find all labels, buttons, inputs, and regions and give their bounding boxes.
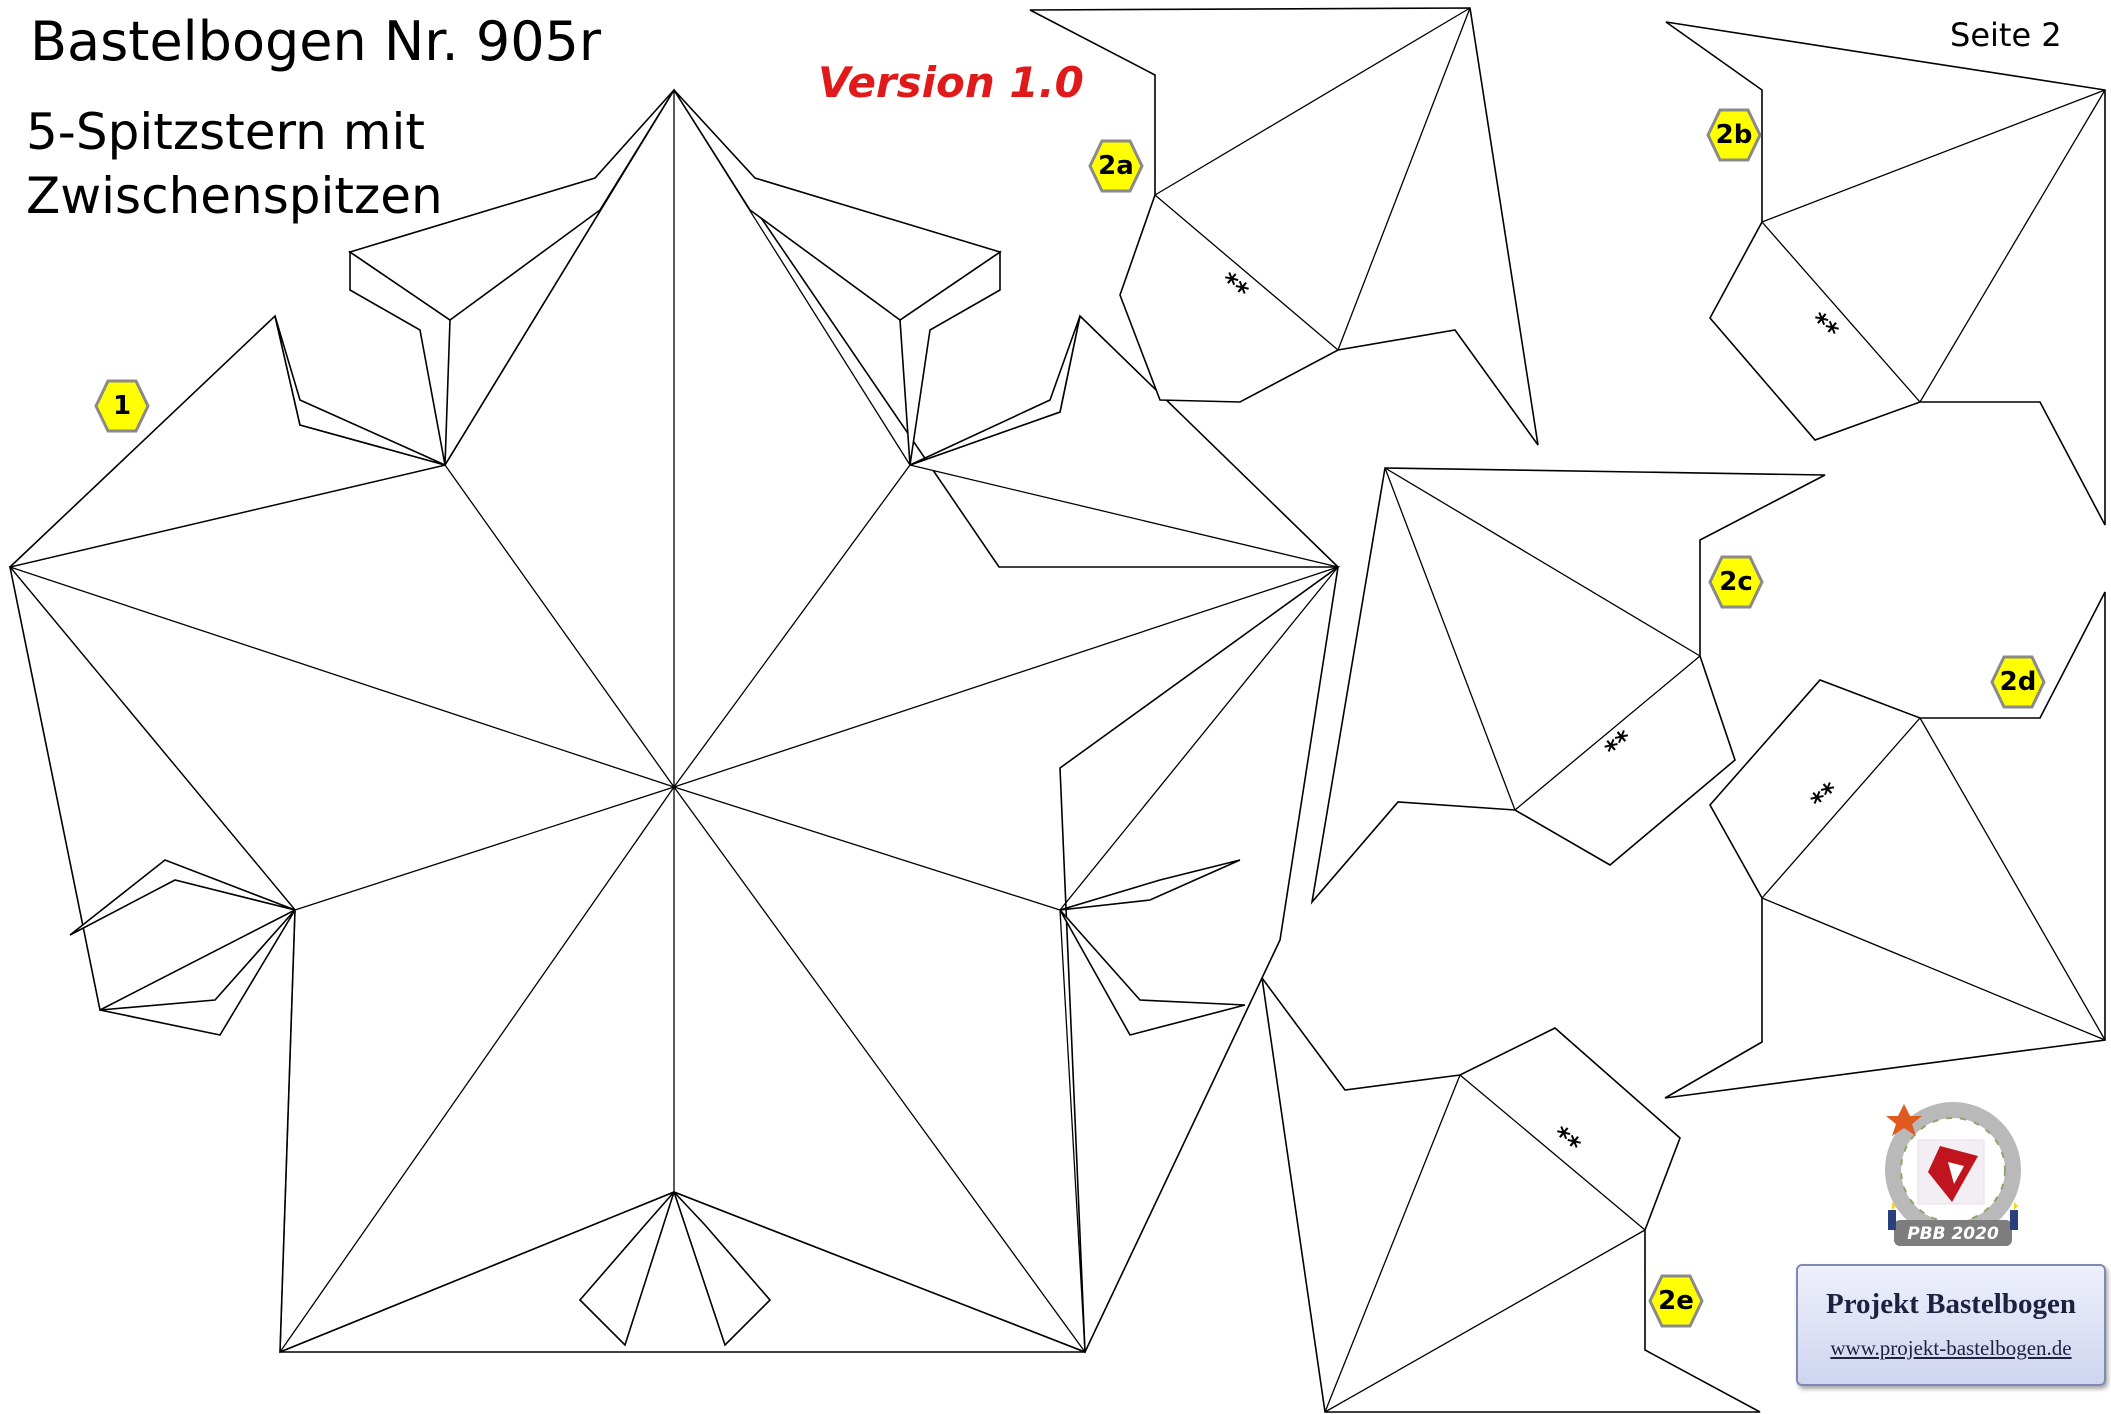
version-label: Version 1.0	[818, 58, 1084, 107]
page-number: Seite 2	[1950, 16, 2062, 54]
part-marker-label: 1	[112, 391, 132, 421]
pbb-seal-logo: PBB 2020	[1878, 1092, 2028, 1262]
hexagon-label-icon	[1708, 555, 1764, 609]
part-marker-label: 2e	[1658, 1286, 1694, 1316]
part-marker-label: 2b	[1715, 120, 1753, 150]
hexagon-label-icon	[1648, 1274, 1704, 1328]
sheet-subtitle: 5-Spitzstern mit Zwischenspitzen	[26, 103, 443, 225]
part-marker-2b: 2b	[1706, 108, 1762, 162]
part-1-star	[8, 88, 1341, 1354]
part-1-glue-tabs	[69, 89, 1246, 1347]
part-2a	[1029, 7, 1539, 446]
project-name: Projekt Bastelbogen	[1826, 1288, 2076, 1320]
logo-text: PBB 2020	[1907, 1224, 1999, 1244]
part-marker-label: 2d	[1999, 667, 2037, 697]
project-banner: Projekt Bastelbogen www.projekt-bastelbo…	[1796, 1264, 2106, 1386]
part-marker-2e: 2e	[1648, 1274, 1704, 1328]
part-marker-2c: 2c	[1708, 555, 1764, 609]
part-2e	[1261, 977, 1761, 1413]
sheet-title: Bastelbogen Nr. 905r	[30, 10, 602, 73]
part-2b	[1665, 21, 2106, 526]
hexagon-label-icon	[1706, 108, 1762, 162]
pbb-seal-icon: PBB 2020	[1885, 1102, 2021, 1246]
part-marker-label: 2a	[1098, 151, 1134, 181]
part-marker-label: 2c	[1719, 567, 1753, 597]
part-2d	[1664, 591, 2106, 1099]
part-marker-2a: 2a	[1088, 139, 1144, 193]
hexagon-label-icon	[94, 379, 150, 433]
part-marker-2d: 2d	[1990, 655, 2046, 709]
project-url[interactable]: www.projekt-bastelbogen.de	[1830, 1336, 2072, 1360]
hexagon-label-icon	[1990, 655, 2046, 709]
part-marker-1: 1	[94, 379, 150, 433]
part-2c	[1310, 467, 1826, 905]
hexagon-label-icon	[1088, 139, 1144, 193]
